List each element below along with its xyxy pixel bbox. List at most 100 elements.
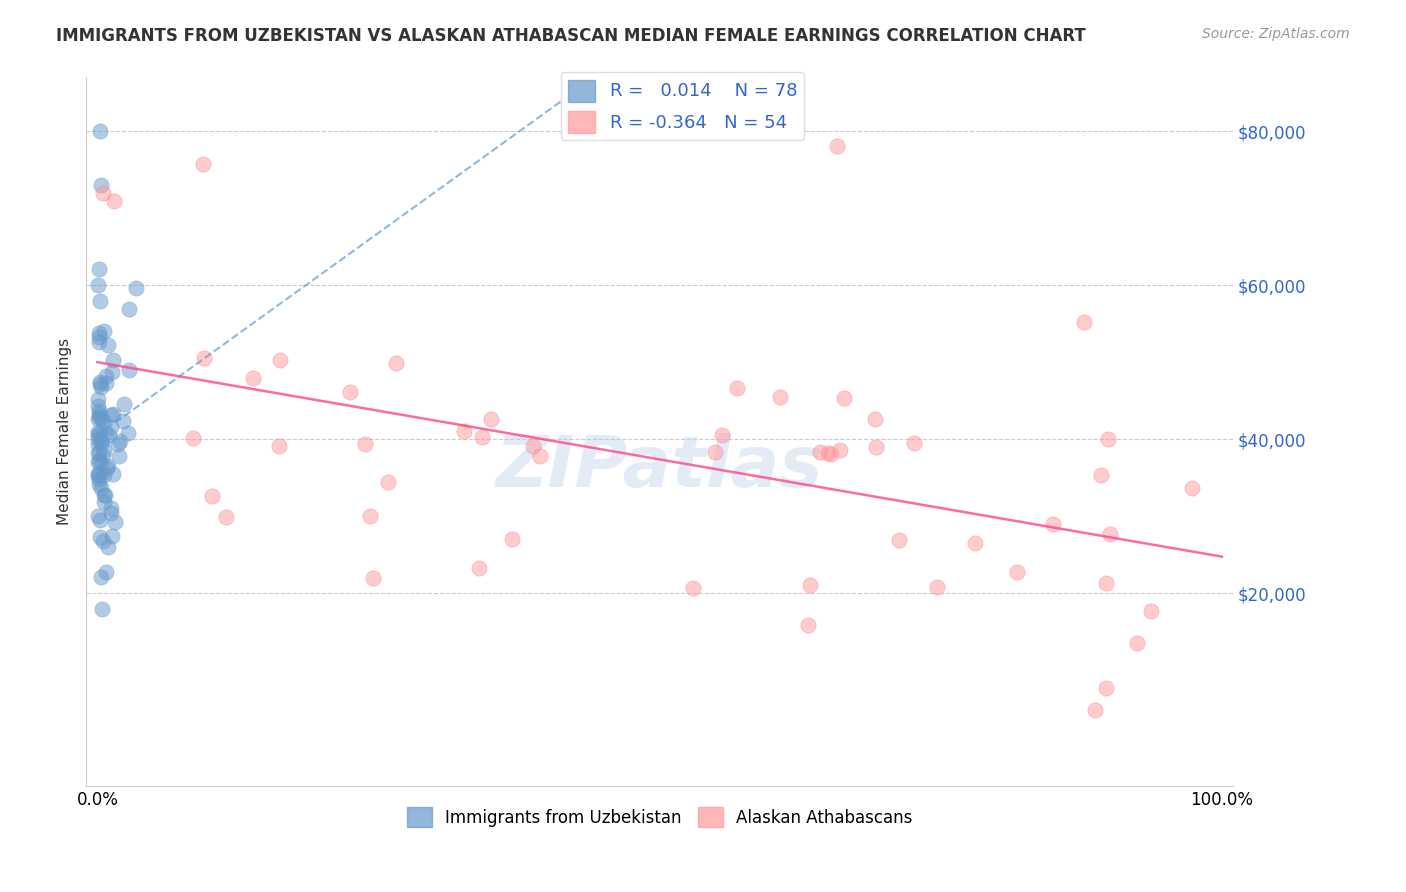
Point xyxy=(1140,604,1163,618)
Text: IMMIGRANTS FROM UZBEKISTAN VS ALASKAN ATHABASCAN MEDIAN FEMALE EARNINGS CORRELAT: IMMIGRANTS FROM UZBEKISTAN VS ALASKAN AT… xyxy=(56,27,1085,45)
Point xyxy=(1097,432,1119,446)
Point xyxy=(90,434,112,449)
Point xyxy=(215,510,238,524)
Point xyxy=(93,495,115,509)
Point xyxy=(361,572,384,586)
Point xyxy=(471,430,494,444)
Point xyxy=(91,601,114,615)
Point xyxy=(94,368,117,383)
Point xyxy=(101,529,124,543)
Point xyxy=(711,427,734,442)
Point xyxy=(887,533,910,547)
Point xyxy=(339,384,361,399)
Point xyxy=(832,391,855,405)
Point xyxy=(453,424,475,438)
Point xyxy=(93,414,115,428)
Point xyxy=(97,459,120,474)
Point xyxy=(100,500,122,515)
Point xyxy=(703,445,725,459)
Legend: Immigrants from Uzbekistan, Alaskan Athabascans: Immigrants from Uzbekistan, Alaskan Atha… xyxy=(399,800,920,834)
Point xyxy=(89,377,111,392)
Point xyxy=(90,411,112,425)
Point xyxy=(89,261,111,276)
Point xyxy=(87,278,110,293)
Point xyxy=(89,404,111,418)
Point xyxy=(1095,575,1118,590)
Point xyxy=(87,409,110,424)
Point xyxy=(1090,467,1112,482)
Point xyxy=(825,139,848,153)
Point xyxy=(377,475,399,489)
Point xyxy=(808,445,831,459)
Point xyxy=(101,365,124,379)
Point xyxy=(94,426,117,441)
Point xyxy=(90,434,112,449)
Point xyxy=(522,439,544,453)
Point xyxy=(87,400,110,414)
Point xyxy=(269,439,291,453)
Point xyxy=(927,580,949,594)
Point xyxy=(94,376,117,390)
Point xyxy=(87,407,110,421)
Point xyxy=(820,447,842,461)
Point xyxy=(90,380,112,394)
Point xyxy=(87,437,110,451)
Point xyxy=(242,370,264,384)
Point xyxy=(501,532,523,546)
Point xyxy=(1084,703,1107,717)
Point xyxy=(90,481,112,495)
Point xyxy=(769,390,792,404)
Point xyxy=(90,456,112,470)
Point xyxy=(682,581,704,595)
Point xyxy=(87,508,110,523)
Point xyxy=(103,194,125,208)
Point xyxy=(193,351,215,365)
Point xyxy=(87,335,110,350)
Point xyxy=(87,445,110,459)
Point xyxy=(385,356,408,370)
Point xyxy=(1098,526,1121,541)
Point xyxy=(89,293,111,308)
Point xyxy=(89,326,111,340)
Point xyxy=(269,352,291,367)
Point xyxy=(865,440,887,454)
Point xyxy=(89,124,111,138)
Point xyxy=(103,407,125,421)
Point xyxy=(89,376,111,390)
Point xyxy=(97,540,120,554)
Point xyxy=(1181,481,1204,495)
Point xyxy=(1005,565,1028,579)
Point xyxy=(828,442,851,457)
Point xyxy=(87,466,110,480)
Point xyxy=(100,408,122,422)
Point xyxy=(91,448,114,462)
Point xyxy=(101,467,124,482)
Point xyxy=(93,468,115,483)
Point xyxy=(1095,681,1118,695)
Point xyxy=(125,280,148,294)
Point xyxy=(89,513,111,527)
Point xyxy=(89,477,111,491)
Point xyxy=(112,397,135,411)
Point xyxy=(111,414,134,428)
Point xyxy=(93,324,115,338)
Point xyxy=(1042,516,1064,531)
Point xyxy=(91,186,114,200)
Point xyxy=(96,461,118,475)
Point xyxy=(87,432,110,446)
Point xyxy=(94,488,117,502)
Point xyxy=(354,437,377,451)
Text: ZIPatlas: ZIPatlas xyxy=(496,433,824,501)
Point xyxy=(118,363,141,377)
Point xyxy=(100,420,122,434)
Point xyxy=(89,330,111,344)
Point xyxy=(863,412,886,426)
Point xyxy=(1126,636,1149,650)
Point xyxy=(89,530,111,544)
Point xyxy=(817,446,839,460)
Point xyxy=(725,381,748,395)
Point xyxy=(94,566,117,580)
Point xyxy=(87,453,110,467)
Point xyxy=(191,157,214,171)
Point xyxy=(91,533,114,548)
